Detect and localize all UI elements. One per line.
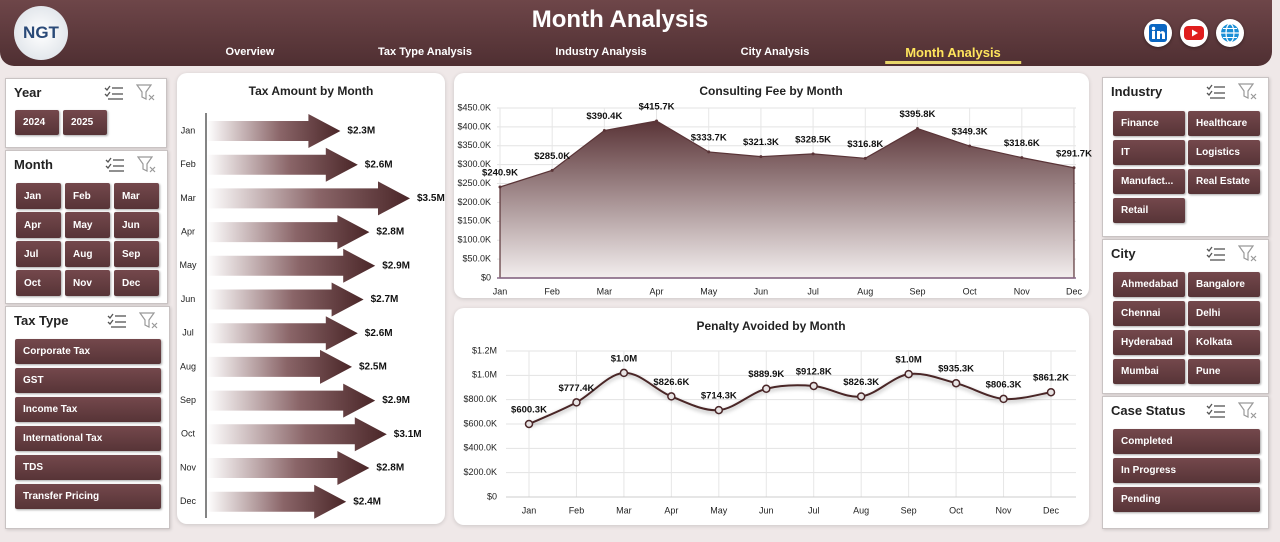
youtube-glyph [1184,26,1204,40]
slicer-title: Year [14,85,42,100]
globe-glyph [1221,23,1239,43]
multiselect-icon[interactable] [107,313,127,329]
multiselect-icon[interactable] [1206,84,1226,100]
multiselect-icon[interactable] [1206,246,1226,262]
slicer-button[interactable]: Pune [1188,359,1260,384]
slicer-button[interactable]: Ahmedabad [1113,272,1185,297]
slicer-button[interactable]: 2025 [63,110,107,135]
slicer-button[interactable]: Completed [1113,429,1260,454]
multiselect-icon[interactable] [105,157,125,173]
tax-chart-card [177,73,445,524]
slicer-button[interactable]: Mumbai [1113,359,1185,384]
slicer-button[interactable]: Pending [1113,487,1260,512]
nav-tab[interactable]: Month Analysis [885,45,1021,64]
slicer-button[interactable]: Manufact... [1113,169,1185,194]
slicer-button[interactable]: Dec [114,270,159,296]
slicer-title: Case Status [1111,403,1186,418]
slicer-title: City [1111,246,1136,261]
slicer-title: Month [14,157,53,172]
slicer-button[interactable]: Jan [16,183,61,209]
slicer-button[interactable]: IT [1113,140,1185,165]
nav-tab[interactable]: Tax Type Analysis [378,46,472,58]
nav-tab[interactable]: City Analysis [740,46,810,58]
clear-filter-icon[interactable] [1238,402,1258,420]
slicer-panel: Tax Type Corporate Tax GST Income Tax Intern… [5,306,170,529]
slicer-button[interactable]: Income Tax [15,397,161,422]
linkedin-glyph [1149,24,1167,42]
clear-filter-icon[interactable] [136,84,156,102]
slicer-button[interactable]: Chennai [1113,301,1185,326]
slicer-button[interactable]: Mar [114,183,159,209]
slicer-button[interactable]: Sep [114,241,159,267]
slicer-button[interactable]: Logistics [1188,140,1260,165]
linkedin-icon[interactable] [1144,19,1172,47]
slicer-button[interactable]: Real Estate [1188,169,1260,194]
multiselect-icon[interactable] [1206,403,1226,419]
slicer-button[interactable]: In Progress [1113,458,1260,483]
slicer-button[interactable]: Aug [65,241,110,267]
logo: NGT [14,6,68,60]
slicer-button[interactable]: Jul [16,241,61,267]
slicer-button[interactable]: Hyderabad [1113,330,1185,355]
website-icon[interactable] [1216,19,1244,47]
slicer-button[interactable]: TDS [15,455,161,480]
slicer-button[interactable]: Delhi [1188,301,1260,326]
slicer-title: Tax Type [14,313,69,328]
slicer-button[interactable]: International Tax [15,426,161,451]
clear-filter-icon[interactable] [1238,83,1258,101]
slicer-panel: Month Jan Feb Mar Apr May Jun Jul Aug Sep Oct Nov De… [5,150,168,304]
slicer-button[interactable]: Nov [65,270,110,296]
youtube-icon[interactable] [1180,19,1208,47]
nav-tab[interactable]: Overview [225,46,275,58]
slicer-button[interactable]: Feb [65,183,110,209]
slicer-button[interactable]: May [65,212,110,238]
slicer-panel: City Ahmedabad Bangalore Chennai Delhi Hydera… [1102,239,1269,394]
clear-filter-icon[interactable] [137,156,157,174]
slicer-title: Industry [1111,84,1163,99]
slicer-button[interactable]: Apr [16,212,61,238]
slicer-panel: Case Status Completed In Progress Pending [1102,396,1269,529]
slicer-button[interactable]: Healthcare [1188,111,1260,136]
clear-filter-icon[interactable] [139,312,159,330]
slicer-panel: Year 2024 2025 [5,78,167,148]
slicer-panel: Industry Finance Healthcare IT Logistics Manu… [1102,77,1269,237]
page-title: Month Analysis [531,6,709,33]
penalty-chart-card [454,308,1089,525]
slicer-button[interactable]: Transfer Pricing [15,484,161,509]
multiselect-icon[interactable] [104,85,124,101]
nav-tab[interactable]: Industry Analysis [555,46,647,58]
slicer-button[interactable]: Jun [114,212,159,238]
header-bar: NGT Month Analysis Overview Tax Type Anal… [0,0,1272,66]
slicer-button[interactable]: Bangalore [1188,272,1260,297]
slicer-button[interactable]: Oct [16,270,61,296]
fee-chart-card [454,73,1089,298]
slicer-button[interactable]: Finance [1113,111,1185,136]
slicer-button[interactable]: Retail [1113,198,1185,223]
slicer-button[interactable]: 2024 [15,110,59,135]
slicer-button[interactable]: Kolkata [1188,330,1260,355]
slicer-button[interactable]: GST [15,368,161,393]
slicer-button[interactable]: Corporate Tax [15,339,161,364]
clear-filter-icon[interactable] [1238,245,1258,263]
